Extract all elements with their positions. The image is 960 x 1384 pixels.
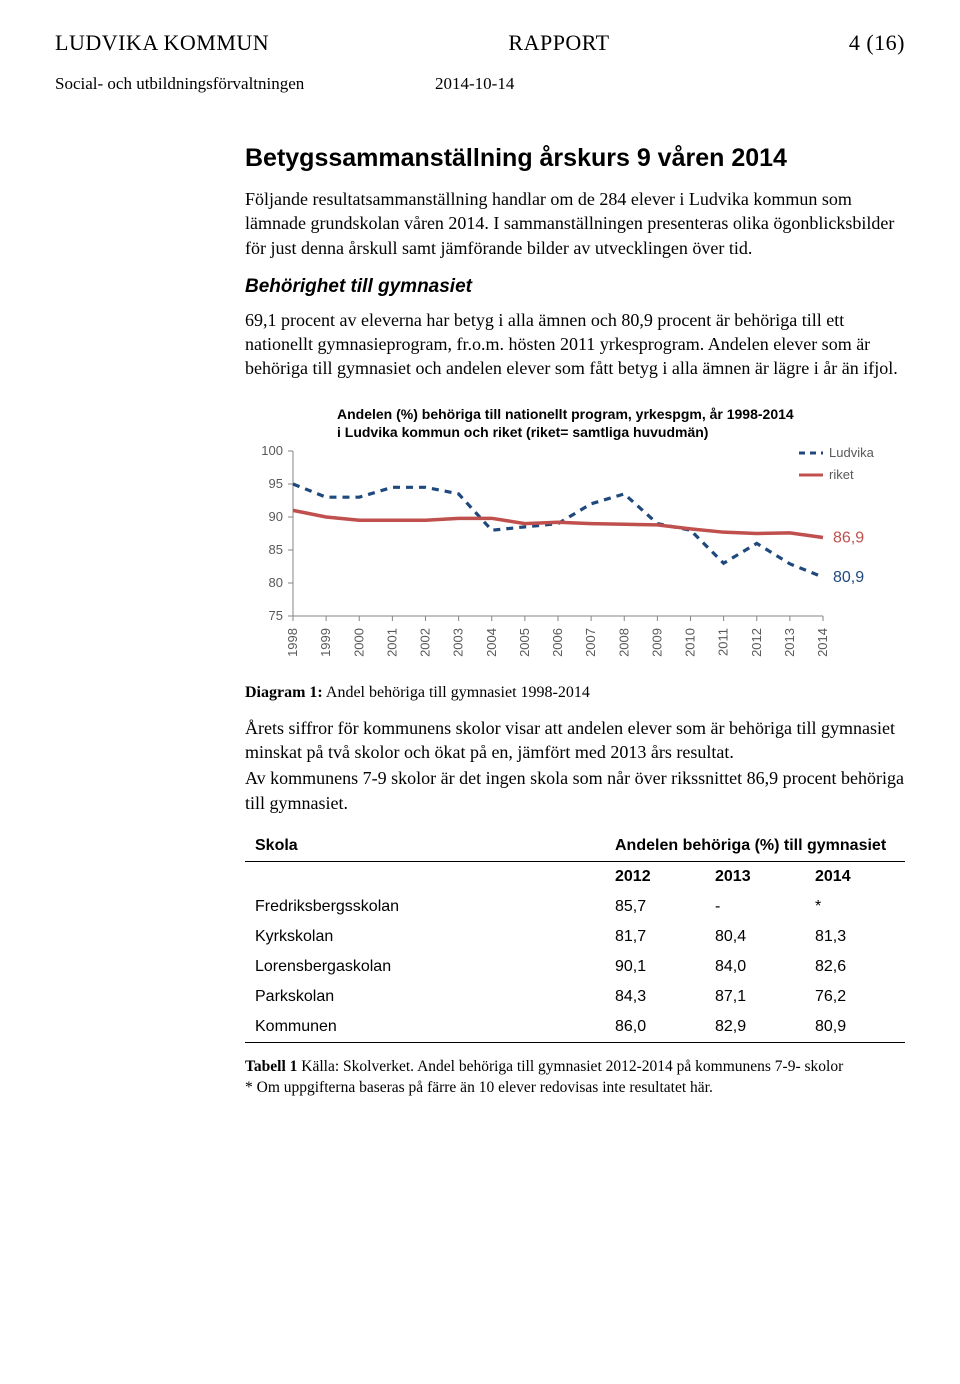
svg-text:1998: 1998: [285, 628, 300, 657]
table-value: 90,1: [605, 952, 705, 982]
table-value: 80,4: [705, 922, 805, 952]
chart-svg: Andelen (%) behöriga till nationellt pro…: [245, 401, 895, 666]
svg-text:2010: 2010: [683, 628, 698, 657]
svg-text:75: 75: [269, 608, 283, 623]
svg-text:2006: 2006: [550, 628, 565, 657]
table-value: -: [705, 892, 805, 922]
table-value: *: [805, 892, 905, 922]
main-content: Betygssammanställning årskurs 9 våren 20…: [245, 144, 905, 1099]
svg-text:2008: 2008: [616, 628, 631, 657]
table-value: 87,1: [705, 982, 805, 1012]
table-year-header: 2012: [605, 861, 705, 892]
page-title: Betygssammanställning årskurs 9 våren 20…: [245, 144, 905, 173]
svg-text:2002: 2002: [418, 628, 433, 657]
svg-text:2013: 2013: [782, 628, 797, 657]
table-value: 84,0: [705, 952, 805, 982]
table-value: 82,6: [805, 952, 905, 982]
table-col-metric: Andelen behöriga (%) till gymnasiet: [605, 831, 905, 862]
table-school-name: Parkskolan: [245, 982, 605, 1012]
page-subheader: Social- och utbildningsförvaltningen 201…: [55, 74, 905, 94]
svg-text:80: 80: [269, 575, 283, 590]
table-cell: [245, 861, 605, 892]
table-value: 86,0: [605, 1012, 705, 1043]
table-value: 81,7: [605, 922, 705, 952]
post-chart-p2: Av kommunens 7-9 skolor är det ingen sko…: [245, 766, 905, 815]
table-value: 84,3: [605, 982, 705, 1012]
post-chart-p1: Årets siffror för kommunens skolor visar…: [245, 716, 905, 765]
svg-text:2009: 2009: [649, 628, 664, 657]
diagram-caption-label: Diagram 1:: [245, 684, 323, 701]
svg-text:2012: 2012: [749, 628, 764, 657]
svg-text:2004: 2004: [484, 628, 499, 657]
table-value: 76,2: [805, 982, 905, 1012]
table-value: 85,7: [605, 892, 705, 922]
table-school-name: Lorensbergaskolan: [245, 952, 605, 982]
svg-text:90: 90: [269, 509, 283, 524]
school-table: Skola Andelen behöriga (%) till gymnasie…: [245, 831, 905, 1043]
svg-text:2001: 2001: [384, 628, 399, 657]
table-col-school: Skola: [245, 831, 605, 862]
tablenote-star: * Om uppgifterna baseras på färre än 10 …: [245, 1079, 713, 1096]
svg-text:2000: 2000: [351, 628, 366, 657]
svg-text:2003: 2003: [451, 628, 466, 657]
svg-text:Andelen (%) behöriga till nati: Andelen (%) behöriga till nationellt pro…: [337, 406, 794, 422]
svg-text:85: 85: [269, 542, 283, 557]
svg-text:100: 100: [261, 443, 283, 458]
svg-text:i Ludvika kommun och riket (r: i Ludvika kommun och riket (riket= samtl…: [337, 424, 708, 440]
diagram-caption-text: Andel behöriga till gymnasiet 1998-2014: [323, 684, 590, 701]
page-header: LUDVIKA KOMMUN RAPPORT 4 (16): [55, 30, 905, 56]
table-school-name: Fredriksbergsskolan: [245, 892, 605, 922]
section-body: 69,1 procent av eleverna har betyg i all…: [245, 308, 905, 381]
table-year-header: 2014: [805, 861, 905, 892]
table-school-name: Kommunen: [245, 1012, 605, 1043]
svg-text:80,9: 80,9: [833, 569, 864, 586]
svg-text:2005: 2005: [517, 628, 532, 657]
svg-text:2011: 2011: [716, 628, 731, 656]
table-year-header: 2013: [705, 861, 805, 892]
svg-text:2014: 2014: [815, 628, 830, 657]
diagram-caption: Diagram 1: Andel behöriga till gymnasiet…: [245, 684, 905, 702]
header-date: 2014-10-14: [435, 74, 514, 94]
header-page: 4 (16): [849, 30, 905, 56]
table-value: 82,9: [705, 1012, 805, 1043]
svg-text:Ludvika: Ludvika: [829, 445, 875, 460]
table-footnote: Tabell 1 Källa: Skolverket. Andel behöri…: [245, 1057, 905, 1099]
line-chart: Andelen (%) behöriga till nationellt pro…: [245, 401, 905, 666]
header-dept: Social- och utbildningsförvaltningen: [55, 74, 435, 94]
intro-paragraph: Följande resultatsammanställning handlar…: [245, 187, 905, 260]
svg-text:1999: 1999: [318, 628, 333, 657]
table-value: 81,3: [805, 922, 905, 952]
header-org: LUDVIKA KOMMUN: [55, 30, 269, 56]
tablenote-text: Källa: Skolverket. Andel behöriga till g…: [297, 1058, 843, 1075]
section-heading: Behörighet till gymnasiet: [245, 276, 905, 298]
table-value: 80,9: [805, 1012, 905, 1043]
table-school-name: Kyrkskolan: [245, 922, 605, 952]
header-doctype: RAPPORT: [269, 30, 849, 56]
svg-text:86,9: 86,9: [833, 529, 864, 546]
svg-text:2007: 2007: [583, 628, 598, 657]
svg-text:riket: riket: [829, 467, 854, 482]
svg-text:95: 95: [269, 476, 283, 491]
tablenote-label: Tabell 1: [245, 1058, 297, 1075]
